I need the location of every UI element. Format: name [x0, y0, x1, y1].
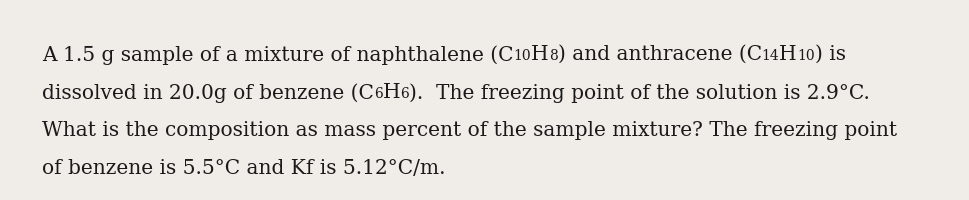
Text: H: H [382, 83, 400, 102]
Text: ) is: ) is [814, 45, 845, 64]
Text: 14: 14 [761, 49, 778, 63]
Text: 8: 8 [548, 49, 557, 63]
Text: A 1.5 g sample of a mixture of naphthalene (C: A 1.5 g sample of a mixture of naphthale… [42, 45, 513, 65]
Text: 6: 6 [400, 87, 409, 101]
Text: H: H [531, 45, 548, 64]
Text: 6: 6 [373, 87, 382, 101]
Text: H: H [778, 45, 797, 64]
Text: 10: 10 [513, 49, 531, 63]
Text: ).  The freezing point of the solution is 2.9°C.: ). The freezing point of the solution is… [409, 83, 869, 103]
Text: ) and anthracene (C: ) and anthracene (C [557, 45, 761, 64]
Text: What is the composition as mass percent of the sample mixture? The freezing poin: What is the composition as mass percent … [42, 121, 896, 140]
Text: dissolved in 20.0g of benzene (C: dissolved in 20.0g of benzene (C [42, 83, 373, 103]
Text: 10: 10 [797, 49, 814, 63]
Text: of benzene is 5.5°C and Kf is 5.12°C/m.: of benzene is 5.5°C and Kf is 5.12°C/m. [42, 159, 445, 178]
